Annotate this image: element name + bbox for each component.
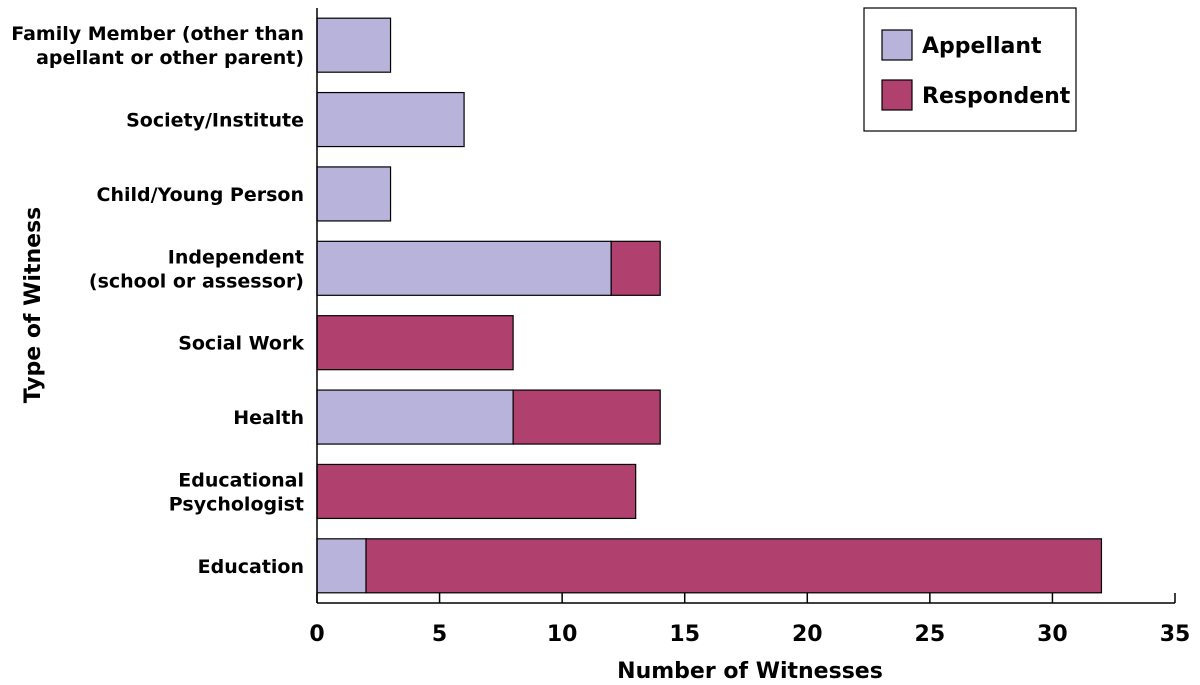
x-tick-label: 0: [309, 622, 324, 647]
legend-label-respondent: Respondent: [922, 84, 1071, 109]
axes-layer: [316, 8, 1175, 604]
bar-appellant-0: [316, 17, 392, 73]
x-axis-title: Number of Witnesses: [617, 659, 883, 684]
category-label: Psychologist: [169, 493, 304, 515]
x-ticks-layer: 0 5 10 15 20 25 30 35: [309, 593, 1190, 647]
legend-swatch-respondent: [881, 79, 913, 111]
category-label: Education: [198, 556, 304, 578]
category-label: Independent: [168, 246, 304, 268]
bar-appellant-1: [316, 91, 465, 148]
category-label: Society/Institute: [126, 110, 304, 132]
legend-label-appellant: Appellant: [922, 34, 1042, 59]
bar-respondent-3: [610, 240, 661, 296]
category-label: Family Member (other than: [11, 23, 304, 45]
bar-appellant-3: [316, 240, 612, 296]
y-axis-title: Type of Witness: [21, 207, 46, 404]
category-label: Educational: [178, 469, 304, 491]
bar-respondent-7: [365, 538, 1103, 594]
category-label: Health: [233, 407, 304, 429]
x-tick-label: 35: [1160, 622, 1191, 647]
x-tick-label: 30: [1037, 622, 1068, 647]
x-tick-label: 5: [432, 622, 447, 647]
bar-appellant-5: [316, 389, 514, 445]
x-tick-label: 20: [792, 622, 823, 647]
legend: Appellant Respondent: [863, 7, 1077, 132]
bar-respondent-5: [512, 389, 661, 445]
x-tick-label: 10: [547, 622, 578, 647]
legend-box: [863, 7, 1077, 132]
bar-respondent-6: [316, 463, 637, 520]
x-tick-label: 15: [669, 622, 700, 647]
bar-respondent-4: [316, 315, 514, 371]
bar-appellant-2: [316, 166, 392, 222]
category-label: Child/Young Person: [97, 184, 304, 206]
bars-layer: [316, 17, 1103, 594]
category-label: apellant or other parent): [36, 47, 304, 69]
x-tick-label: 25: [915, 622, 946, 647]
bar-appellant-7: [316, 538, 367, 594]
category-label: Social Work: [178, 333, 304, 355]
category-label: (school or assessor): [89, 270, 304, 292]
legend-swatch-appellant: [881, 29, 913, 61]
